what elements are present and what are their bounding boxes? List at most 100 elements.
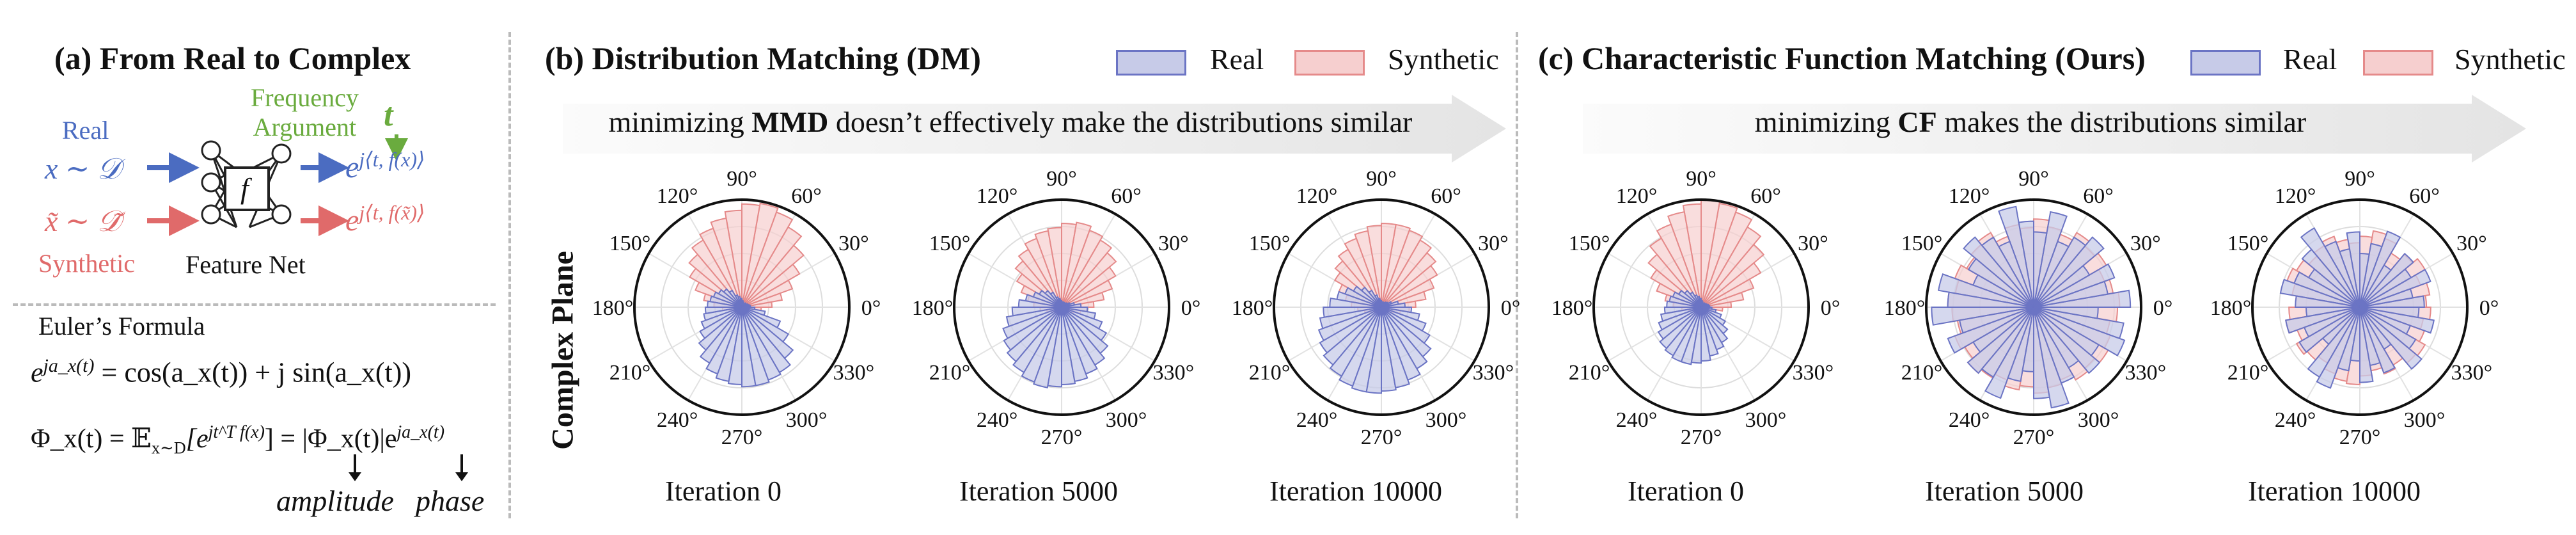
real-bar [741,307,791,374]
angle-tick-label: 300° [786,408,828,432]
cf-formula: Φ_x(t) = 𝔼x∼D[ejt^T f(x)] = |Φ_x(t)|eja_… [31,422,444,458]
angle-tick-label: 210° [929,361,971,385]
real-bar [2279,278,2360,308]
synthetic-output-exponent: j⟨t, f(x̃)⟩ [359,201,425,224]
divider-a-euler [13,303,496,306]
angle-tick-label: 300° [1106,408,1147,432]
complex-plane-label: Complex Plane [546,251,580,450]
real-bar [1947,307,2034,354]
angle-tick-label: 330° [1473,361,1514,385]
angle-tick-label: 60° [1111,184,1142,208]
angle-tick-label: 180° [2210,296,2252,320]
angle-tick-label: 30° [838,232,869,255]
angle-tick-label: 270° [2013,426,2055,449]
real-bar [2033,236,2087,308]
angle-tick-label: 210° [1901,361,1943,385]
polar-outline [1592,198,1810,416]
angle-tick-label: 150° [2227,232,2269,255]
banner-c-text: minimizing CF makes the distributions si… [1583,105,2478,139]
synthetic-bar [691,239,742,308]
legend-real-swatch-b [1116,50,1186,76]
angle-tick-label: 240° [1296,408,1338,432]
synthetic-bar [1381,222,1397,308]
neural-net-icon [201,140,292,228]
synthetic-label: Synthetic [38,249,136,278]
real-bar [2316,307,2360,389]
polar-chart-cf-iter5000: 0° 30° 60° 90° 120° 150° 180° 210°240° 270° 300°3… [1884,167,2173,449]
real-bar [1381,307,1420,321]
angle-tick-label: 90° [1046,167,1077,191]
legend-real-label-c: Real [2283,43,2337,76]
angle-tick-label: 300° [1425,408,1467,432]
angle-tick-label: 60° [2409,184,2440,208]
real-bar [1381,307,1431,344]
real-bar [2359,307,2417,350]
caption-cf-iter10000: Iteration 10000 [2248,475,2421,507]
angle-tick-label: 0° [2153,296,2173,320]
real-bar [1061,307,1106,366]
angle-tick-label: 0° [1181,296,1201,320]
angle-tick-label: 0° [861,296,881,320]
cf-rhs-exponent: ja_x(t) [397,422,445,442]
feature-net-symbol: f [240,172,249,205]
t-symbol: t [384,97,393,133]
panel-a-title: (a) From Real to Complex [54,40,411,76]
polar-outline [1925,198,2142,416]
real-bar [1033,307,1062,388]
synthetic-bar [741,202,779,308]
angle-tick-label: 240° [2275,408,2316,432]
caption-dm-iter10000: Iteration 10000 [1269,475,1443,507]
real-bar [2033,307,2101,374]
real-label: Real [62,116,109,145]
angle-tick-label: 210° [2227,361,2269,385]
angle-tick-label: 270° [721,426,763,449]
real-bar [1061,307,1109,355]
real-bar [1967,307,2034,374]
legend-real-label-b: Real [1210,43,1264,76]
real-bar [1061,307,1098,375]
angle-tick-label: 210° [1569,361,1610,385]
euler-lhs-exponent: ja_x(t) [43,355,95,376]
real-bar [1963,236,2034,308]
real-bar [1700,307,1729,335]
real-bar [2359,307,2420,319]
real-output-base: e [345,150,359,184]
banner-c-pre: minimizing [1754,106,1898,138]
real-bar [741,307,766,316]
legend-synthetic-swatch-b [1294,50,1365,76]
synthetic-bar [1061,221,1092,308]
real-bar [741,307,781,381]
polar-chart-cf-iter10000: 0° 30° 60° 90° 120° 150° 180° 210°240° 270° 300°3… [2210,167,2499,449]
real-bar [1680,307,1702,365]
real-bar [1937,273,2034,308]
angle-tick-label: 270° [1041,426,1083,449]
angle-tick-label: 180° [1551,296,1593,320]
angle-tick-label: 240° [1616,408,1658,432]
real-output-exponent: j⟨t, f(x)⟩ [359,148,425,171]
real-bar [2007,307,2034,382]
angle-tick-label: 240° [657,408,698,432]
angle-tick-label: 150° [929,232,971,255]
polar-chart-dm-iter10000: 0° 30° 60° 90° 120° 150° 180° 210°240° 270° 300°3… [1232,167,1521,449]
real-bar [1690,307,1702,364]
real-bar [1984,307,2034,399]
angle-tick-label: 120° [2275,184,2316,208]
real-bar [2359,307,2423,370]
real-bar [2300,227,2360,308]
real-bar [1381,307,1421,381]
real-bar [1061,307,1088,313]
angle-tick-label: 30° [2130,232,2161,255]
real-bar [741,307,756,310]
synthetic-bar [741,203,761,308]
angle-tick-label: 60° [1750,184,1781,208]
banner-b-post: doesn’t effectively make the distributio… [828,106,1413,138]
caption-cf-iter5000: Iteration 5000 [1925,475,2084,507]
real-bar [1700,307,1713,310]
cf-rhs: ] = |Φ_x(t)|e [264,424,397,454]
synthetic-bar [1024,237,1062,308]
banner-arrow-c [1583,95,2526,163]
euler-rhs: = cos(a_x(t)) + j sin(a_x(t)) [94,356,412,388]
panel-c-title: (c) Characteristic Function Matching (Ou… [1538,40,2146,76]
angle-tick-label: 120° [977,184,1018,208]
angle-tick-label: 0° [1501,296,1521,320]
